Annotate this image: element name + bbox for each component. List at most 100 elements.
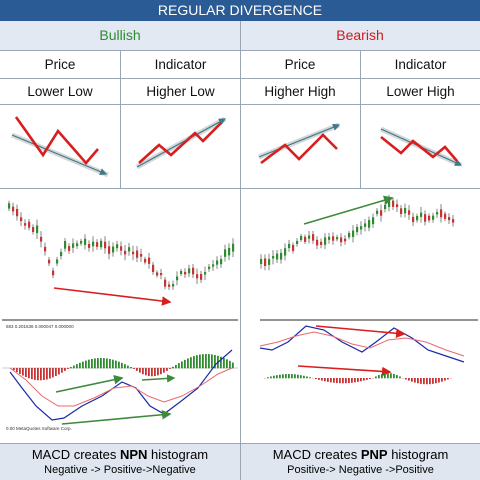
histogram-bar [73,365,75,369]
candle [48,259,51,264]
histogram-bar [19,368,21,374]
candle [20,217,23,222]
bearish-label: Bearish [336,27,384,43]
histogram-bar [282,374,284,379]
candle [412,216,415,223]
histogram-bar [163,368,165,373]
histogram-bar [205,354,207,369]
candle [72,243,75,248]
candle [52,270,55,276]
histogram-bar [393,373,395,379]
histogram-bar [79,362,81,369]
bearish-example-chart [259,194,478,385]
bullish-price-label: Price [44,57,76,72]
histogram-bar [444,378,446,381]
lower-high-line [380,135,458,162]
histogram-bar [178,363,180,369]
bearish-indicator-label: Indicator [394,57,447,72]
histogram-bar [351,378,353,383]
divider [360,50,361,188]
histogram-bar [157,368,159,376]
candle [320,241,323,245]
candle [444,213,447,219]
histogram-bar [303,375,305,379]
histogram-bar [193,356,195,369]
histogram-bar [360,378,362,382]
histogram-bar [82,361,84,369]
candle [40,236,43,242]
histogram-bar [196,355,198,369]
bullish-price-diagram [11,116,109,178]
candle [268,259,271,265]
histogram-bar [64,368,66,371]
histogram-bar [106,358,108,369]
candle [192,267,195,275]
histogram-bar [408,378,410,381]
indicator-divergence-arrow [297,365,392,377]
histogram-bar [13,368,15,371]
histogram-bar [441,378,443,382]
histogram-bar [127,365,129,369]
bearish-footer-title: MACD creates PNP histogram [272,447,449,462]
histogram-bar [324,378,326,382]
histogram-bar [417,378,419,384]
candle [180,270,183,274]
price-divergence-arrow [303,195,394,225]
candle [112,246,115,253]
candle [440,209,443,218]
histogram-bar [232,362,234,369]
candle [316,239,319,246]
candle [220,259,223,265]
histogram-bar [423,378,425,385]
histogram-bar [49,368,51,379]
candle [160,272,163,276]
histogram-bar [187,358,189,369]
histogram-bar [181,361,183,369]
candle [340,237,343,243]
higher-high-line [260,133,338,165]
bearish-indicator-pattern: Lower High [386,84,455,99]
candle [172,284,175,287]
histogram-bar [169,368,171,369]
candle [144,258,147,263]
histogram-bar [276,375,278,379]
histogram-bar [381,373,383,379]
histogram-bar [432,378,434,384]
candle [264,258,267,267]
candle [200,273,203,280]
candle [292,244,295,251]
candle [44,246,47,252]
histogram-bar [25,368,27,378]
histogram-bar [28,368,30,379]
indicator-divergence-arrow [55,374,124,393]
candle [352,230,355,237]
histogram-bar [369,378,371,380]
candle [404,207,407,214]
candle [304,236,307,242]
candle [12,206,15,212]
histogram-bar [294,374,296,379]
candle [116,244,119,249]
histogram-bar [336,378,338,384]
indicator-axis-label: 683 0.201636 0.000047 0.000000 [6,324,74,329]
histogram-bar [31,368,33,380]
histogram-bar [378,375,380,379]
histogram-bar [396,375,398,379]
histogram-bar [387,373,389,379]
divider [240,21,241,480]
histogram-bar [46,368,48,380]
candle [64,241,67,249]
candle [168,284,171,287]
histogram-bar [291,374,293,379]
histogram-bar [306,376,308,379]
histogram-bar [429,378,431,385]
histogram-bar [414,378,416,383]
histogram-bar [411,378,413,382]
candle [452,219,455,223]
candle [228,247,231,256]
candle [8,203,11,209]
candle [336,237,339,240]
histogram-bar [288,374,290,379]
candle [328,236,331,240]
